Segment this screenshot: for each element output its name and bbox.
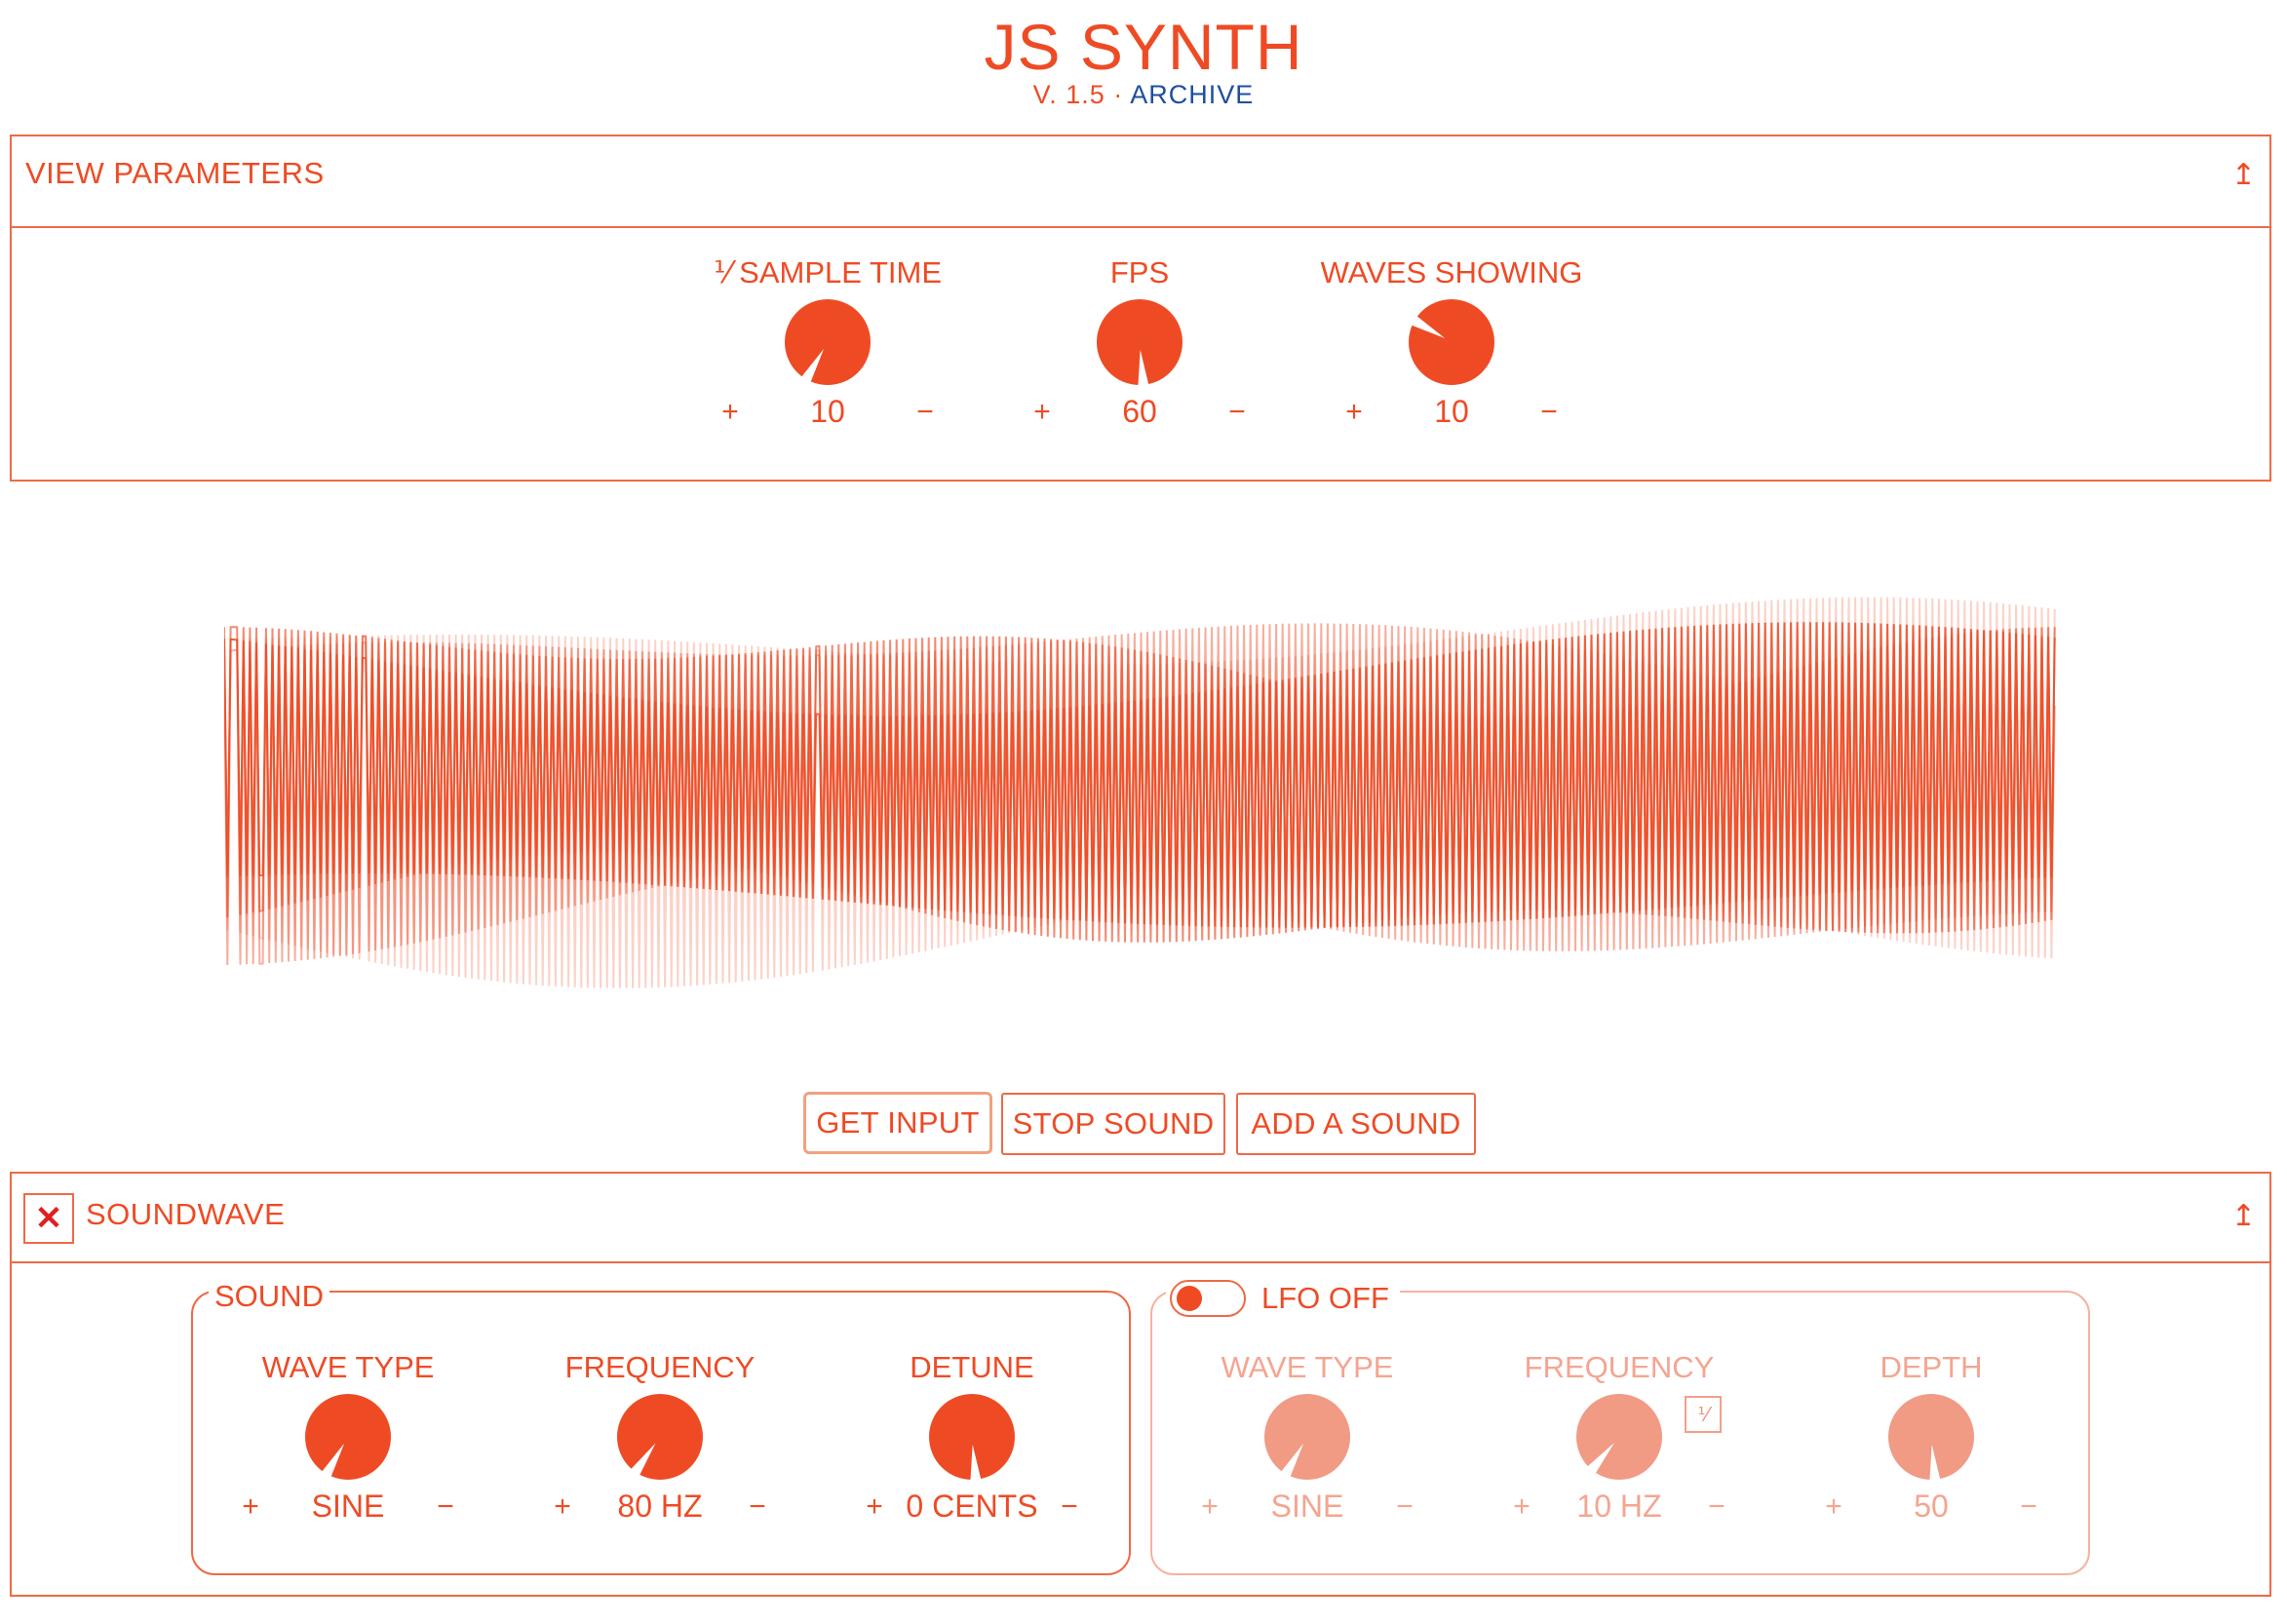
toggle-knob	[1177, 1286, 1202, 1311]
view-fps-plus-button[interactable]: +	[1033, 396, 1051, 428]
waveform-display	[224, 597, 2056, 988]
view-waves-showing-value: 10	[1434, 394, 1469, 429]
app-title: JS SYNTH	[984, 11, 1303, 83]
lfo-depth-plus-button[interactable]: +	[1825, 1490, 1842, 1523]
lfo-depth-value: 50	[1914, 1489, 1949, 1524]
lfo-frequency-label: FREQUENCY	[1524, 1350, 1715, 1384]
sound-detune-plus-button[interactable]: +	[866, 1490, 883, 1523]
view-parameters-header[interactable]: VIEW PARAMETERS ↥	[12, 136, 2269, 228]
add-sound-button[interactable]: ADD A SOUND	[1236, 1093, 1476, 1155]
view-fps-knob[interactable]	[1097, 299, 1182, 390]
lfo-frequency-minus-button[interactable]: −	[1708, 1490, 1725, 1523]
sound-wave-type-label: WAVE TYPE	[261, 1350, 435, 1384]
sound-detune-value: 0 CENTS	[906, 1489, 1038, 1524]
sound-frequency-plus-button[interactable]: +	[554, 1490, 571, 1523]
view-fps-minus-button[interactable]: −	[1228, 396, 1246, 428]
lfo-depth-minus-button[interactable]: −	[2020, 1490, 2037, 1523]
view-fps-label: FPS	[1109, 255, 1170, 290]
view-parameters-label: VIEW PARAMETERS	[25, 156, 325, 190]
view-sample-time-knob[interactable]	[785, 299, 871, 390]
stop-sound-button[interactable]: STOP SOUND	[1001, 1093, 1225, 1155]
view-fps-value: 60	[1122, 394, 1157, 429]
sound-wave-type-knob[interactable]	[305, 1394, 391, 1485]
lfo-frequency-plus-button[interactable]: +	[1513, 1490, 1531, 1523]
lfo-wave-type-minus-button[interactable]: −	[1396, 1490, 1414, 1523]
lfo-wave-type-value: SINE	[1270, 1489, 1344, 1524]
sound-frequency-value: 80 HZ	[617, 1489, 703, 1524]
version-separator: ·	[1113, 80, 1124, 109]
sound-detune-label: DETUNE	[910, 1350, 1034, 1384]
lfo-frequency-value: 10 HZ	[1576, 1489, 1662, 1524]
sound-frequency-minus-button[interactable]: −	[749, 1490, 766, 1523]
view-sample-time-minus-button[interactable]: −	[916, 396, 934, 428]
lfo-wave-type-label: WAVE TYPE	[1221, 1350, 1394, 1384]
collapse-icon[interactable]: ↥	[2230, 159, 2256, 191]
view-waves-showing-label: WAVES SHOWING	[1320, 255, 1583, 290]
lfo-wave-type-knob[interactable]	[1264, 1394, 1350, 1485]
close-icon[interactable]: ✕	[23, 1193, 74, 1244]
version-text: V. 1.5	[1032, 80, 1105, 109]
lfo-depth-label: DEPTH	[1880, 1350, 1983, 1384]
sound-legend: SOUND	[209, 1279, 329, 1314]
sound-frequency-knob[interactable]	[617, 1394, 703, 1485]
archive-link[interactable]: ARCHIVE	[1130, 80, 1255, 109]
view-waves-showing-knob[interactable]	[1409, 299, 1494, 390]
view-waves-showing-plus-button[interactable]: +	[1345, 396, 1363, 428]
get-input-button[interactable]: GET INPUT	[803, 1092, 992, 1154]
view-sample-time-value: 10	[810, 394, 845, 429]
lfo-fieldset	[1150, 1291, 2090, 1575]
version-line: V. 1.5 · ARCHIVE	[0, 80, 2287, 110]
view-sample-time-plus-button[interactable]: +	[721, 396, 739, 428]
sound-detune-minus-button[interactable]: −	[1061, 1490, 1078, 1523]
sound-frequency-label: FREQUENCY	[564, 1350, 756, 1384]
sound-wave-type-plus-button[interactable]: +	[242, 1490, 259, 1523]
sound-detune-knob[interactable]	[929, 1394, 1015, 1485]
soundwave-label: SOUNDWAVE	[86, 1197, 286, 1231]
lfo-wave-type-plus-button[interactable]: +	[1201, 1490, 1219, 1523]
lfo-toggle[interactable]	[1170, 1280, 1246, 1317]
collapse-icon[interactable]: ↥	[2230, 1200, 2256, 1232]
view-waves-showing-minus-button[interactable]: −	[1540, 396, 1558, 428]
sound-fieldset	[191, 1291, 1131, 1575]
lfo-depth-knob[interactable]	[1888, 1394, 1974, 1485]
view-parameters-panel: VIEW PARAMETERS ↥	[10, 135, 2271, 482]
lfo-legend: LFO OFF	[1261, 1281, 1389, 1315]
waveform-layer	[224, 622, 2056, 928]
lfo-frequency-knob[interactable]	[1576, 1394, 1662, 1485]
soundwave-header[interactable]: ✕ SOUNDWAVE ↥	[12, 1174, 2269, 1263]
sound-wave-type-value: SINE	[311, 1489, 385, 1524]
lfo-sync-badge[interactable]: ⅟	[1685, 1396, 1722, 1433]
sound-wave-type-minus-button[interactable]: −	[437, 1490, 454, 1523]
soundwave-panel: ✕ SOUNDWAVE ↥	[10, 1172, 2271, 1597]
view-sample-time-label: ⅟ SAMPLE TIME	[713, 255, 943, 290]
